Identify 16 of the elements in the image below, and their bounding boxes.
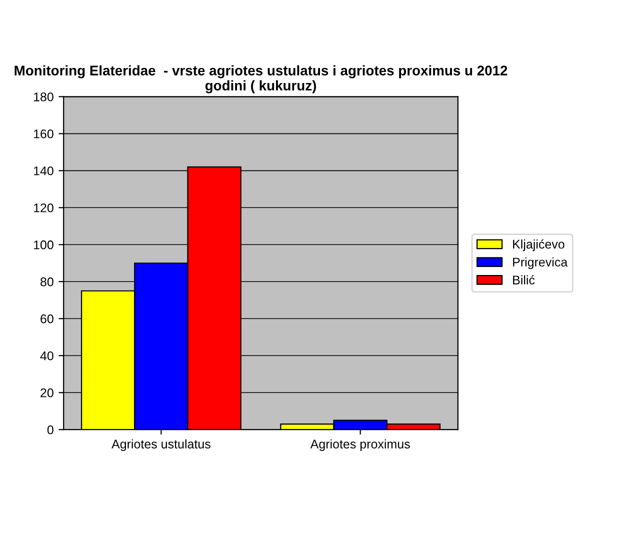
y-tick-label: 0	[47, 425, 54, 434]
chart-title: Monitoring Elateridae - vrste agriotes ustulatus i agriotes proximus u 2012 godini ( kukuruz)	[14, 65, 508, 94]
y-tick-label: 60	[40, 314, 54, 324]
x-tick-label: Agriotes ustulatus	[112, 439, 210, 451]
y-tick-label: 40	[40, 351, 54, 360]
y-tick-label: 140	[34, 166, 54, 176]
legend-label: Bilić	[513, 275, 535, 284]
x-tick-label: Agriotes proximus	[310, 439, 410, 451]
y-tick-label: 120	[34, 203, 54, 212]
legend-label: Kljajićevo	[513, 239, 564, 252]
legend-label: Prigrevica	[513, 257, 568, 270]
y-tick-label: 160	[34, 129, 54, 138]
y-tick-label: 20	[40, 388, 54, 398]
y-tick-label: 100	[34, 240, 54, 250]
y-tick-label: 180	[34, 92, 54, 102]
y-tick-label: 80	[40, 277, 54, 286]
